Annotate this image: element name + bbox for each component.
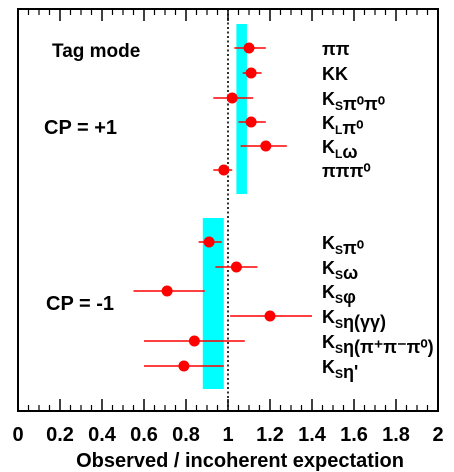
tag-mode-label: KSπ⁰ <box>322 233 364 258</box>
cp-band-minus <box>202 218 224 389</box>
data-point <box>245 67 257 79</box>
tag-mode-label: ππ <box>322 39 350 59</box>
x-tick-label: 0.4 <box>88 424 117 446</box>
tag-mode-label: KSη(γγ) <box>322 307 386 332</box>
data-point <box>243 42 255 54</box>
data-point <box>226 92 238 104</box>
tag-mode-label: KSη(π⁺π⁻π⁰) <box>322 332 434 357</box>
tag-mode-label: πππ⁰ <box>322 161 371 181</box>
x-tick-label: 0.2 <box>46 424 74 446</box>
data-point <box>218 164 230 176</box>
data-point <box>161 285 173 297</box>
tag-mode-label: KSπ⁰π⁰ <box>322 89 385 114</box>
cp-band-plus <box>236 24 247 194</box>
x-axis-ticks <box>17 9 439 411</box>
data-point <box>188 335 200 347</box>
data-point <box>260 140 272 152</box>
x-tick-label: 1 <box>222 424 233 446</box>
x-tick-label: 0.8 <box>172 424 200 446</box>
cp-minus-label: CP = -1 <box>46 293 114 315</box>
cp-plus-label: CP = +1 <box>44 117 117 139</box>
data-point <box>230 261 242 273</box>
tag-mode-heading: Tag mode <box>52 41 140 62</box>
tag-mode-label: KK <box>322 64 348 84</box>
cp-bands <box>202 24 247 389</box>
tag-mode-label: KSω <box>322 258 358 283</box>
x-tick-label: 1.2 <box>256 424 284 446</box>
x-tick-label: 0 <box>12 424 23 446</box>
tag-mode-label: KSη' <box>322 357 358 382</box>
data-point <box>245 116 257 128</box>
tag-mode-label: KSφ <box>322 282 356 307</box>
x-axis-label: Observed / incoherent expectation <box>76 450 404 472</box>
x-tick-label: 0.6 <box>130 424 158 446</box>
x-tick-label: 1.6 <box>340 424 368 446</box>
data-point <box>264 310 276 322</box>
x-tick-label: 1.4 <box>298 424 327 446</box>
data-points <box>133 42 312 372</box>
tag-mode-labels: ππKKKSπ⁰π⁰KLπ⁰KLωπππ⁰KSπ⁰KSωKSφKSη(γγ)KS… <box>322 39 434 382</box>
tag-mode-label: KLω <box>322 137 358 162</box>
data-point <box>178 360 190 372</box>
x-axis-tick-labels: 0 0.2 0.4 0.6 0.8 1 1.2 1.4 1.6 1.8 2 <box>12 424 443 446</box>
tag-mode-label: KLπ⁰ <box>322 113 363 138</box>
data-point <box>203 236 215 248</box>
x-tick-label: 1.8 <box>382 424 410 446</box>
x-tick-label: 2 <box>432 424 443 446</box>
